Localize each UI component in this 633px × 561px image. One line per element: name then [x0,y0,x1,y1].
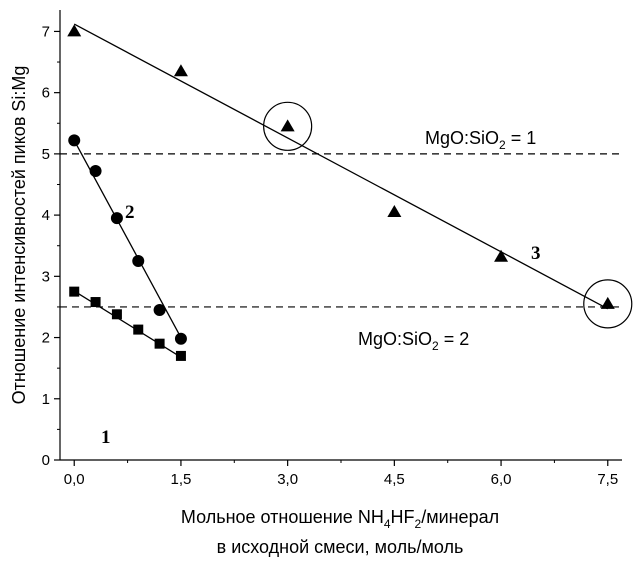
x-tick-label-1: 1,5 [171,471,192,488]
x-title-part-1: Мольное отношение NH [181,507,384,527]
series-1-point-4 [133,324,144,335]
y-tick-label-1: 1 [42,391,50,408]
x-tick-label-5: 7,5 [597,471,618,488]
x-title-sub-2: 2 [415,517,422,531]
series-3-point-3 [280,119,295,132]
reference-label-ratio-2: MgO:SiO2 = 2 [358,329,469,353]
ref-label-1-tail: = 1 [506,128,537,148]
series-1-point-1 [69,286,80,297]
y-axis-title: Отношение интенсивностей пиков Si:Mg [9,66,29,405]
fit-line-series-1 [73,290,182,358]
series-1-point-6 [175,350,186,361]
y-tick-label-3: 3 [42,268,50,285]
ref-label-2-main: MgO:SiO [358,329,432,349]
series-1-point-2 [90,297,101,308]
highlight-circle-1 [263,101,313,151]
highlight-circle-2 [583,279,633,329]
x-tick-label-3: 4,5 [384,471,405,488]
series-2-point-5 [153,304,166,316]
y-tick-label-7: 7 [42,23,50,40]
y-tick-label-6: 6 [42,85,50,102]
series-3-point-4 [387,205,402,218]
series-2-point-3 [110,212,123,225]
series-1-point-5 [154,338,165,349]
series-3-point-1 [67,24,82,37]
series-2-point-6 [174,332,187,345]
series-2-point-4 [132,255,145,268]
series-3-point-2 [173,64,188,77]
series-2-point-1 [68,134,81,147]
ref-label-1-sub: 2 [499,138,506,152]
series-label-1: 1 [101,427,111,448]
y-tick-label-4: 4 [42,207,50,224]
y-tick-label-0: 0 [42,452,50,469]
x-tick-label-0: 0,0 [64,471,85,488]
x-tick-label-2: 3,0 [277,471,298,488]
x-title-part-3: /минерал [421,507,499,527]
x-title-part-2: HF [391,507,415,527]
series-3-point-6 [600,296,615,309]
y-tick-label-5: 5 [42,146,50,163]
series-label-2: 2 [125,202,135,223]
reference-label-ratio-1: MgO:SiO2 = 1 [425,128,536,152]
ref-label-1-main: MgO:SiO [425,128,499,148]
x-tick-label-4: 6,0 [491,471,512,488]
x-axis-title-line-2: в исходной смеси, моль/моль [217,537,464,557]
x-axis-title: Мольное отношение NH4HF2/минерал [181,507,499,531]
ref-label-2-tail: = 2 [439,329,470,349]
y-tick-label-2: 2 [42,330,50,347]
fit-line-series-3 [73,23,609,310]
series-1-point-3 [111,309,122,320]
plot-area [60,23,633,361]
ref-label-2-sub: 2 [432,339,439,353]
svg-text:MgO:SiO2 = 1: MgO:SiO2 = 1 [425,128,536,152]
series-3-point-5 [494,249,509,262]
x-title-sub-4: 4 [384,517,391,531]
svg-text:MgO:SiO2 = 2: MgO:SiO2 = 2 [358,329,469,353]
series-label-3: 3 [531,243,541,264]
axes: 0 1 2 3 4 5 6 7 0,0 1,5 3,0 4,5 6,0 7,5 [42,10,622,488]
series-2-point-2 [89,165,102,178]
